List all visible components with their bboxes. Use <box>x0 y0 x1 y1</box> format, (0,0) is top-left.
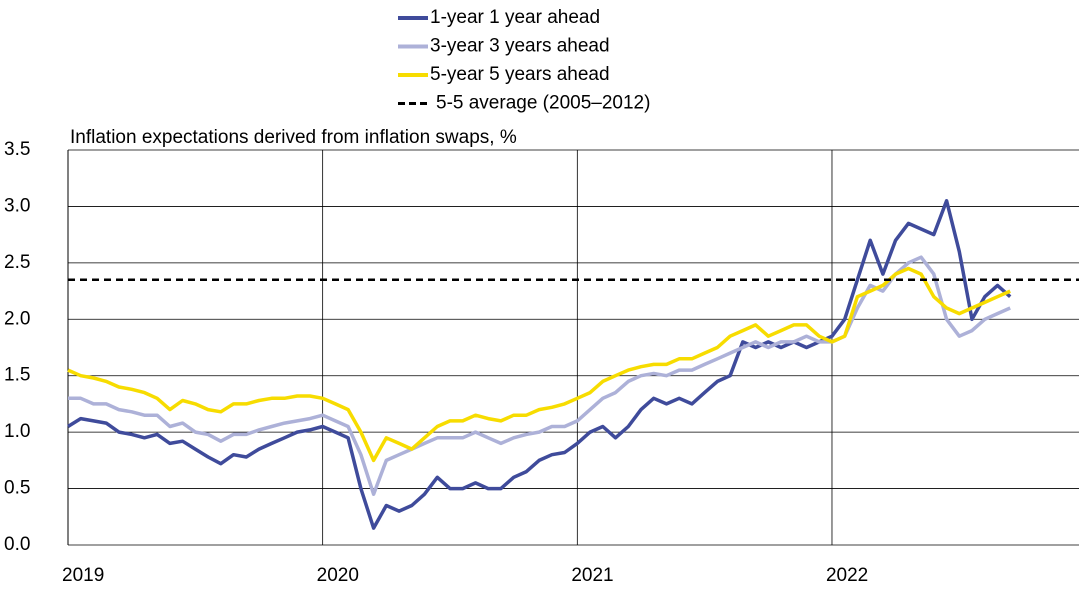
y-tick-label: 0.5 <box>4 478 30 499</box>
x-tick-label: 2022 <box>826 565 868 586</box>
legend-label: 5-5 average (2005–2012) <box>436 93 650 114</box>
series-line <box>67 199 1012 530</box>
y-tick-label: 2.5 <box>4 252 30 273</box>
y-tick-label: 1.5 <box>4 365 30 386</box>
series-line <box>67 266 1011 463</box>
chart-title: Inflation expectations derived from infl… <box>70 127 517 148</box>
x-tick-label: 2019 <box>62 565 104 586</box>
y-tick-label: 0.0 <box>4 534 30 555</box>
x-tick-label: 2021 <box>571 565 613 586</box>
x-tick-label: 2020 <box>317 565 359 586</box>
y-tick-label: 1.0 <box>4 421 30 442</box>
legend-label: 3-year 3 years ahead <box>430 36 610 57</box>
legend-label: 5-year 5 years ahead <box>430 64 610 85</box>
y-tick-label: 3.0 <box>4 195 30 216</box>
legend-label: 1-year 1 year ahead <box>430 7 600 28</box>
y-tick-label: 2.0 <box>4 308 30 329</box>
series-line <box>68 255 1011 496</box>
y-tick-label: 3.5 <box>4 139 30 160</box>
